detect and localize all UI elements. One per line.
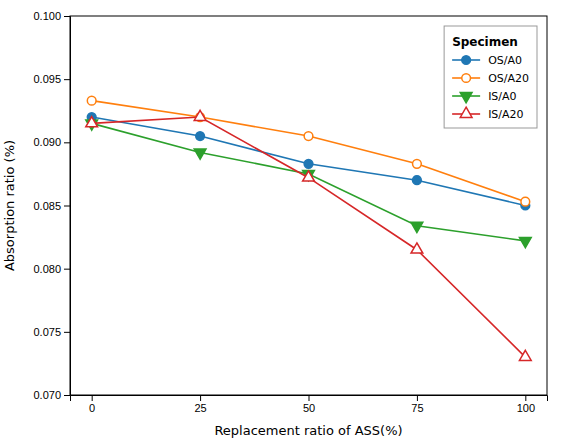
series-marker [304,132,313,141]
series-marker [194,149,206,159]
tick-mark [64,16,70,17]
tick: 0.070 [33,389,70,401]
tick-mark [64,206,70,207]
tick: 0 [89,395,95,414]
legend-label: OS/A0 [488,54,522,67]
tick-label: 100 [517,402,535,414]
axis-line [64,17,71,396]
tick: 0.090 [33,136,70,148]
tick: 75 [411,395,423,414]
legend-marker [460,107,472,117]
tick-label: 0.070 [33,389,61,401]
series-marker [304,159,313,168]
tick-mark [525,395,526,401]
series-marker [196,132,205,141]
legend-marker [460,93,472,103]
legend-box [444,26,537,128]
series-marker [519,350,531,360]
tick: 0.075 [33,326,70,338]
x-axis-title: Replacement ratio of ASS(%) [214,423,402,438]
legend-title: Specimen [452,35,518,49]
tick-mark [64,395,70,396]
series-marker [303,171,315,181]
tick: 25 [194,395,206,414]
series-marker [411,222,423,232]
legend-label: OS/A20 [488,72,529,85]
tick-mark [64,269,70,270]
tick-mark [64,79,70,80]
tick-label: 25 [194,402,206,414]
axis-line [71,396,548,402]
series-marker [411,243,423,253]
tick-label: 0 [89,402,95,414]
tick-label: 0.085 [33,200,61,212]
legend-marker [462,74,471,83]
tick: 0.095 [33,73,70,85]
legend-label: IS/A20 [488,108,523,121]
series-marker [521,197,530,206]
tick: 0.085 [33,200,70,212]
series-line [92,117,526,357]
y-axis: 0.070 0.075 0.080 0.085 0.090 0.095 0.100 [33,10,70,401]
chart: 0 25 50 75 100 0.070 0.075 0.080 0.085 0.090 0.095… [0,0,563,447]
tick-mark [92,395,93,401]
tick-mark [417,395,418,401]
tick-label: 75 [411,402,423,414]
series-line [92,117,526,205]
legend-marker [462,56,471,65]
tick-label: 0.095 [33,73,61,85]
series-marker [413,159,422,168]
series-marker [519,237,531,247]
y-axis-title: Absorption ratio (%) [2,140,17,271]
tick-label: 0.100 [33,10,61,22]
tick: 50 [303,395,315,414]
plot-frame [70,16,547,395]
tick-mark [200,395,201,401]
tick: 0.080 [33,263,70,275]
series-marker [86,117,98,127]
tick-label: 0.080 [33,263,61,275]
tick-mark [64,142,70,143]
legend-label: IS/A0 [488,90,516,103]
series-marker [413,176,422,185]
tick-mark [309,395,310,401]
tick: 100 [517,395,535,414]
tick: 0.100 [33,10,70,22]
legend: Specimen OS/A0 OS/A20 IS/A0 IS/A20 [444,26,537,128]
plot: 0 25 50 75 100 0.070 0.075 0.080 0.085 0.090 0.095… [2,10,548,438]
tick-label: 50 [303,402,315,414]
marks [86,96,531,360]
tick-label: 0.090 [33,136,61,148]
tick-label: 0.075 [33,326,61,338]
tick-mark [64,332,70,333]
series-line [92,123,526,240]
x-axis: 0 25 50 75 100 [71,395,548,414]
series-marker [87,96,96,105]
series-marker [194,110,206,120]
